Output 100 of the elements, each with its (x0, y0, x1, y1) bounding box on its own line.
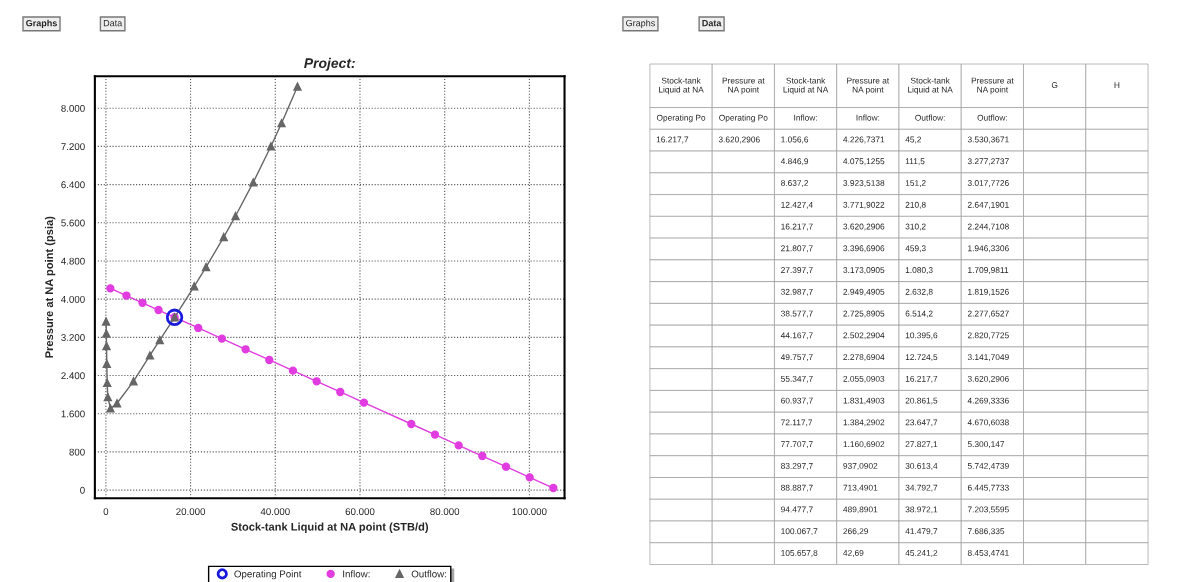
text: 45.241,2 (905, 550, 938, 557)
y-tick-label: 8.000 (61, 104, 85, 112)
text: 3.396,6906 (843, 245, 885, 253)
text: Data (103, 19, 123, 27)
text: Graphs (26, 19, 57, 29)
text: 2.725,8905 (843, 310, 885, 318)
text: 10.395,6 (905, 332, 938, 340)
text: 5.742,4739 (967, 462, 1009, 470)
text: Inflow: (856, 114, 880, 121)
text: 3.141,7049 (967, 354, 1009, 362)
text: 20.861,5 (905, 397, 938, 405)
text: 3.620,2906 (843, 223, 885, 231)
category-label: Pressure at NA point (722, 77, 765, 95)
text: 2.277,6527 (967, 310, 1009, 318)
text: 3.530,3671 (967, 136, 1009, 144)
y-tick-label: 6.400 (61, 181, 85, 189)
text: 6.514,2 (905, 310, 933, 318)
chart-title: Project: (304, 57, 355, 71)
text: 1.384,2902 (843, 419, 885, 427)
category-label: Stock-tank Liquid at NA (908, 77, 953, 95)
text: 88.887,7 (781, 484, 813, 492)
text: 49.757,7 (780, 354, 813, 362)
x-tick-label: 100.000 (512, 508, 547, 516)
text: 2.820,7725 (967, 332, 1009, 340)
y-tick-label: 4.000 (61, 295, 85, 303)
text: 210,8 (905, 201, 926, 209)
y-tick-label: 1.600 (61, 410, 85, 418)
text: 4.075,1255 (843, 158, 885, 166)
text: 266,29 (843, 528, 869, 536)
text: Graphs (626, 19, 655, 29)
y-tick-label: 7.200 (61, 143, 85, 151)
text: 38.972,1 (905, 506, 938, 514)
text: 21.807,7 (781, 245, 813, 253)
text: 34.792,7 (905, 484, 938, 492)
text: 7.203,5595 (967, 506, 1009, 514)
text: 83.297,7 (781, 462, 813, 470)
category-label: Pressure at NA point (847, 77, 890, 95)
category-label: H (1114, 82, 1120, 88)
text: 60.937,7 (781, 397, 813, 405)
text: 30.613,4 (905, 462, 938, 470)
legend-label: Operating Point (234, 570, 302, 580)
x-tick-label: 40.000 (260, 508, 290, 516)
text: Operating Po (656, 114, 706, 123)
y-axis-title: Pressure at NA point (psia) (44, 216, 56, 358)
text: 100.067,7 (781, 528, 818, 536)
text: 44.167,7 (780, 332, 813, 340)
text: 16.217,7 (781, 223, 813, 231)
text: 105.657,8 (781, 550, 818, 557)
text: 41.479,7 (905, 528, 938, 536)
text: 1.946,3306 (968, 245, 1009, 253)
y-tick-label: 800 (69, 448, 85, 456)
text: 32.987,7 (781, 288, 813, 296)
text: 1.819,1526 (968, 288, 1009, 296)
y-tick-label: 0 (80, 486, 85, 494)
text: 55.347,7 (781, 375, 813, 383)
text: 1.080,3 (905, 267, 933, 274)
text: 2.632,8 (905, 288, 933, 296)
text: 45,2 (905, 136, 922, 144)
text: 3.277,2737 (967, 158, 1009, 166)
text: 3.923,5138 (843, 180, 885, 187)
y-tick-label: 4.800 (61, 257, 85, 265)
text: 2.244,7108 (967, 223, 1009, 231)
text: 4.670,6038 (967, 419, 1009, 427)
text: 4.846,9 (780, 158, 809, 166)
y-tick-label: 2.400 (61, 372, 85, 380)
text: 94.477,7 (781, 506, 813, 514)
y-tick-label: 5.600 (61, 219, 85, 227)
text: 16.217,7 (905, 375, 938, 383)
text: 2.055,0903 (843, 375, 885, 383)
text: Outflow: (977, 114, 1007, 121)
text: 111,5 (905, 158, 925, 166)
text: Outflow: (915, 114, 945, 121)
text: 38.577,7 (781, 310, 813, 318)
text: 937,0902 (843, 462, 878, 470)
text: 2.647,1901 (967, 201, 1009, 209)
text: 72.117,7 (781, 419, 813, 427)
text: 3.620,2906 (967, 375, 1009, 383)
text: Operating Po (719, 114, 768, 123)
text: 713,4901 (843, 484, 878, 492)
text: 12.427,4 (781, 201, 813, 209)
category-label: Pressure at NA point (971, 77, 1014, 95)
text: 42,69 (843, 550, 864, 557)
text: 3.017,7726 (967, 180, 1009, 187)
text: 1.709,9811 (968, 267, 1009, 274)
text: 5.300,147 (967, 441, 1005, 449)
category-label: Stock-tank Liquid at NA (659, 77, 704, 95)
text: 8.637,2 (781, 180, 809, 187)
text: 7.686,335 (967, 528, 1005, 536)
y-tick-label: 3.200 (61, 334, 85, 341)
text: 459,3 (905, 245, 926, 253)
text: 2.949,4905 (843, 288, 885, 296)
x-tick-label: 0 (103, 508, 109, 516)
text: 6.445,7733 (967, 484, 1009, 492)
category-label: Stock-tank Liquid at NA (783, 77, 829, 95)
text: Data (702, 19, 722, 27)
text: 77.707,7 (781, 441, 813, 449)
legend-label: Inflow: (343, 570, 370, 578)
text: 16.217,7 (656, 136, 689, 144)
text: 1.831,4903 (843, 397, 885, 405)
text: 23.647,7 (905, 419, 938, 427)
